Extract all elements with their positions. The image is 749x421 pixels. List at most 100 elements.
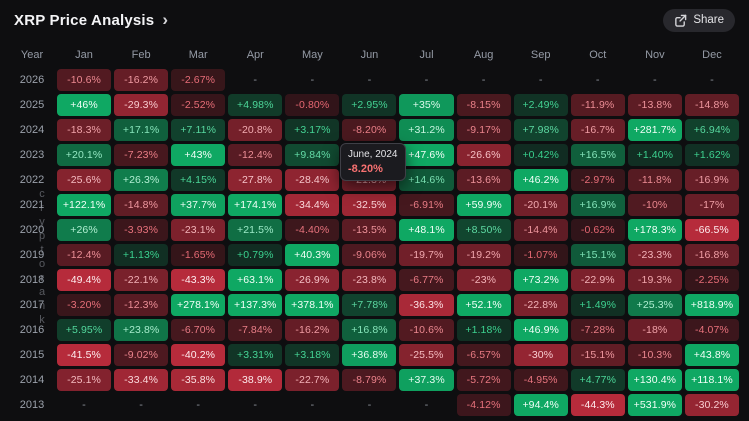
heatmap-cell[interactable]: -13.5% bbox=[342, 219, 397, 241]
heatmap-cell[interactable]: -26.9% bbox=[285, 269, 340, 291]
heatmap-cell[interactable]: -4.12% bbox=[456, 394, 511, 416]
heatmap-cell[interactable]: -3.93% bbox=[114, 219, 169, 241]
heatmap-cell[interactable]: -35.8% bbox=[171, 369, 226, 391]
heatmap-cell[interactable]: +73.2% bbox=[513, 269, 568, 291]
heatmap-cell[interactable]: -7.23% bbox=[114, 144, 169, 166]
heatmap-cell[interactable]: -34.4% bbox=[285, 194, 340, 216]
heatmap-cell[interactable]: +46% bbox=[57, 94, 112, 116]
heatmap-cell[interactable]: +63.1% bbox=[228, 269, 283, 291]
heatmap-cell[interactable]: -2.97% bbox=[570, 169, 625, 191]
heatmap-cell[interactable]: +178.3% bbox=[627, 219, 682, 241]
heatmap-cell[interactable]: +818.9% bbox=[684, 294, 739, 316]
heatmap-cell[interactable]: -13.8% bbox=[627, 94, 682, 116]
heatmap-cell[interactable]: +20.1% bbox=[57, 144, 112, 166]
heatmap-cell[interactable]: -28.4% bbox=[285, 169, 340, 191]
heatmap-cell[interactable]: +3.31% bbox=[228, 344, 283, 366]
heatmap-cell[interactable]: +25.3% bbox=[627, 294, 682, 316]
heatmap-cell[interactable]: +174.1% bbox=[228, 194, 283, 216]
heatmap-cell[interactable]: -9.17% bbox=[456, 119, 511, 141]
heatmap-cell[interactable]: -4.40% bbox=[285, 219, 340, 241]
heatmap-cell[interactable]: -4.95% bbox=[513, 369, 568, 391]
heatmap-cell[interactable]: +4.15% bbox=[171, 169, 226, 191]
heatmap-cell[interactable]: +40.3% bbox=[285, 244, 340, 266]
heatmap-cell[interactable]: -12.4% bbox=[57, 244, 112, 266]
heatmap-cell[interactable]: +118.1% bbox=[684, 369, 739, 391]
share-button[interactable]: Share bbox=[663, 8, 735, 32]
heatmap-cell[interactable]: +23.8% bbox=[114, 319, 169, 341]
heatmap-cell[interactable]: -21.3% bbox=[342, 169, 397, 191]
heatmap-cell[interactable]: -19.3% bbox=[627, 269, 682, 291]
heatmap-cell[interactable]: -32.5% bbox=[342, 194, 397, 216]
heatmap-cell[interactable]: +7.78% bbox=[342, 294, 397, 316]
heatmap-cell[interactable]: +6.94% bbox=[684, 119, 739, 141]
heatmap-cell[interactable]: -7.84% bbox=[228, 319, 283, 341]
heatmap-cell[interactable]: -10.6% bbox=[399, 319, 454, 341]
heatmap-cell[interactable]: +26% bbox=[57, 219, 112, 241]
heatmap-cell[interactable]: -23% bbox=[456, 269, 511, 291]
heatmap-cell[interactable]: -11.8% bbox=[627, 169, 682, 191]
heatmap-cell[interactable]: +43% bbox=[171, 144, 226, 166]
heatmap-cell[interactable]: -8.15% bbox=[456, 94, 511, 116]
heatmap-cell[interactable]: -11.9% bbox=[570, 94, 625, 116]
heatmap-cell[interactable]: +15.1% bbox=[570, 244, 625, 266]
heatmap-cell[interactable]: +21.5% bbox=[228, 219, 283, 241]
heatmap-cell[interactable]: -8.20% bbox=[342, 119, 397, 141]
heatmap-cell[interactable]: +3.17% bbox=[285, 119, 340, 141]
heatmap-cell[interactable]: -6.77% bbox=[399, 269, 454, 291]
heatmap-cell[interactable]: +1.18% bbox=[456, 319, 511, 341]
heatmap-cell[interactable]: +2.49% bbox=[513, 94, 568, 116]
heatmap-cell[interactable]: -16.9% bbox=[684, 169, 739, 191]
heatmap-cell[interactable]: -9.06% bbox=[342, 244, 397, 266]
heatmap-cell[interactable]: +122.1% bbox=[57, 194, 112, 216]
heatmap-cell[interactable]: -14.8% bbox=[684, 94, 739, 116]
heatmap-cell[interactable]: +52.1% bbox=[456, 294, 511, 316]
heatmap-cell[interactable]: -18.3% bbox=[57, 119, 112, 141]
heatmap-cell[interactable]: +16.8% bbox=[342, 319, 397, 341]
heatmap-cell[interactable]: -30.2% bbox=[684, 394, 739, 416]
heatmap-cell[interactable]: +59.9% bbox=[456, 194, 511, 216]
heatmap-cell[interactable]: +0.79% bbox=[228, 244, 283, 266]
heatmap-cell[interactable]: -23.8% bbox=[342, 269, 397, 291]
heatmap-cell[interactable]: +94.4% bbox=[513, 394, 568, 416]
heatmap-cell[interactable]: -12.3% bbox=[114, 294, 169, 316]
heatmap-cell[interactable]: -10% bbox=[627, 194, 682, 216]
heatmap-cell[interactable]: -20.8% bbox=[228, 119, 283, 141]
heatmap-cell[interactable]: +7.11% bbox=[171, 119, 226, 141]
heatmap-cell[interactable]: -17% bbox=[684, 194, 739, 216]
heatmap-cell[interactable]: -26.6% bbox=[456, 144, 511, 166]
heatmap-cell[interactable]: +130.4% bbox=[627, 369, 682, 391]
heatmap-cell[interactable]: -38.9% bbox=[228, 369, 283, 391]
heatmap-cell[interactable]: -9.02% bbox=[114, 344, 169, 366]
heatmap-cell[interactable]: -22.9% bbox=[570, 269, 625, 291]
heatmap-cell[interactable]: -0.62% bbox=[570, 219, 625, 241]
heatmap-cell[interactable]: -40.2% bbox=[171, 344, 226, 366]
heatmap-cell[interactable]: -23.1% bbox=[171, 219, 226, 241]
heatmap-cell[interactable]: -25.6% bbox=[57, 169, 112, 191]
heatmap-cell[interactable]: +37.3% bbox=[399, 369, 454, 391]
heatmap-cell[interactable]: -2.25% bbox=[684, 269, 739, 291]
heatmap-cell[interactable]: -29.3% bbox=[114, 94, 169, 116]
heatmap-cell[interactable]: +46.2% bbox=[513, 169, 568, 191]
heatmap-cell[interactable]: -5.72% bbox=[456, 369, 511, 391]
heatmap-cell[interactable]: -22.7% bbox=[285, 369, 340, 391]
heatmap-cell[interactable]: -13.6% bbox=[456, 169, 511, 191]
heatmap-cell[interactable]: +36.8% bbox=[342, 344, 397, 366]
heatmap-cell[interactable]: +531.9% bbox=[627, 394, 682, 416]
heatmap-cell[interactable]: -44.3% bbox=[570, 394, 625, 416]
heatmap-cell[interactable]: -27.8% bbox=[228, 169, 283, 191]
heatmap-cell[interactable]: +9.84% bbox=[285, 144, 340, 166]
heatmap-cell[interactable]: +4.98% bbox=[228, 94, 283, 116]
heatmap-cell[interactable]: -14.8% bbox=[114, 194, 169, 216]
heatmap-cell[interactable]: -23.3% bbox=[627, 244, 682, 266]
heatmap-cell[interactable]: -2.52% bbox=[171, 94, 226, 116]
heatmap-cell[interactable]: -7.28% bbox=[570, 319, 625, 341]
heatmap-cell[interactable]: -14.4% bbox=[513, 219, 568, 241]
heatmap-cell[interactable]: -20.1% bbox=[513, 194, 568, 216]
chevron-right-icon[interactable]: › bbox=[162, 9, 169, 29]
heatmap-cell[interactable]: +1.62% bbox=[684, 144, 739, 166]
heatmap-cell[interactable]: -16.8% bbox=[684, 244, 739, 266]
heatmap-cell[interactable]: +281.7% bbox=[627, 119, 682, 141]
heatmap-cell[interactable]: -19.7% bbox=[399, 244, 454, 266]
heatmap-cell[interactable]: -16.2% bbox=[114, 69, 169, 91]
heatmap-cell[interactable]: +1.13% bbox=[114, 244, 169, 266]
